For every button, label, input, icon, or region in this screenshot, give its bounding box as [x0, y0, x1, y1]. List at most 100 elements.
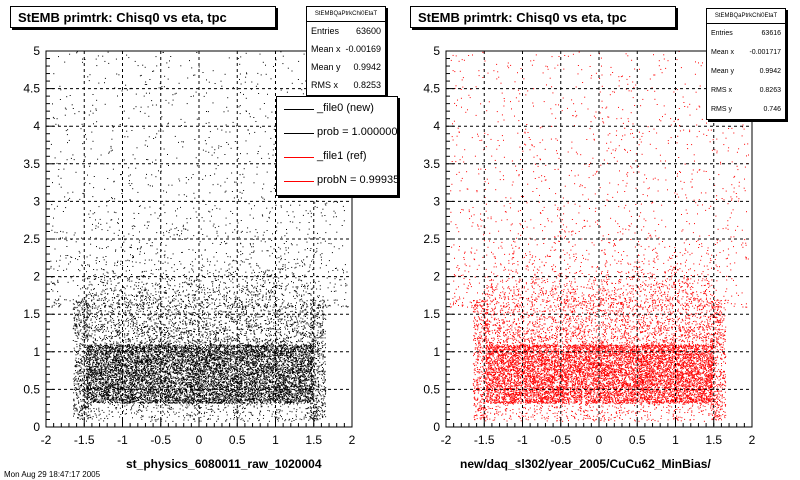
- data-point: [117, 350, 119, 352]
- data-point: [243, 391, 245, 393]
- data-point: [124, 376, 126, 378]
- data-point: [312, 402, 314, 404]
- data-point: [117, 349, 119, 351]
- data-point: [130, 383, 132, 385]
- data-point: [192, 374, 194, 375]
- data-point: [96, 375, 98, 376]
- data-point: [273, 387, 275, 389]
- data-point: [129, 357, 131, 359]
- data-point: [257, 374, 259, 376]
- data-point: [225, 399, 227, 401]
- data-point: [144, 346, 146, 348]
- data-point: [311, 376, 313, 378]
- data-point: [269, 381, 271, 383]
- data-point: [150, 366, 152, 368]
- data-point: [212, 372, 214, 373]
- data-point: [159, 353, 161, 354]
- data-point: [190, 382, 192, 384]
- data-point: [88, 397, 90, 398]
- data-point: [212, 375, 214, 377]
- data-point: [298, 366, 299, 368]
- data-point: [299, 400, 301, 402]
- data-point: [197, 352, 199, 354]
- data-point: [269, 358, 271, 360]
- data-point: [96, 386, 98, 388]
- data-point: [300, 400, 302, 402]
- data-point: [297, 377, 299, 379]
- data-point: [274, 349, 276, 351]
- data-point: [239, 402, 241, 404]
- data-point: [102, 395, 104, 397]
- data-point: [104, 379, 106, 380]
- data-point: [177, 351, 179, 353]
- data-point: [312, 352, 314, 354]
- data-point: [144, 348, 146, 350]
- data-point: [202, 352, 204, 354]
- data-point: [242, 379, 244, 381]
- data-point: [230, 387, 232, 389]
- data-point: [157, 355, 159, 357]
- data-point: [157, 366, 158, 368]
- data-point: [239, 400, 241, 402]
- data-point: [180, 347, 182, 349]
- data-point: [199, 388, 201, 390]
- data-point: [291, 347, 293, 349]
- data-point: [196, 348, 198, 350]
- data-point: [181, 365, 183, 367]
- data-point: [196, 363, 198, 365]
- data-point: [257, 359, 259, 361]
- data-point: [207, 363, 208, 365]
- data-point: [138, 356, 140, 358]
- data-point: [235, 395, 237, 397]
- data-point: [119, 400, 121, 402]
- data-point: [281, 356, 283, 358]
- data-point: [131, 381, 133, 383]
- data-point: [163, 399, 165, 401]
- data-point: [106, 378, 108, 380]
- data-point: [131, 378, 132, 380]
- data-point: [256, 384, 258, 386]
- data-point: [282, 391, 284, 393]
- data-point: [118, 390, 119, 392]
- data-point: [183, 402, 185, 404]
- data-point: [259, 392, 261, 394]
- data-point: [112, 379, 114, 381]
- data-point: [214, 396, 216, 398]
- data-point: [211, 382, 213, 384]
- data-point: [152, 371, 154, 373]
- data-point: [253, 364, 255, 366]
- data-point: [276, 383, 278, 385]
- data-point: [228, 375, 230, 377]
- data-point: [284, 385, 286, 387]
- data-point: [170, 375, 172, 377]
- data-point: [194, 357, 196, 359]
- data-point: [253, 394, 255, 396]
- data-point: [282, 364, 284, 366]
- data-point: [202, 380, 204, 382]
- data-point: [176, 401, 178, 403]
- data-point: [230, 366, 232, 368]
- data-point: [214, 373, 216, 375]
- data-point: [142, 353, 144, 354]
- data-point: [258, 353, 260, 355]
- data-point: [302, 370, 303, 372]
- data-point: [114, 400, 116, 402]
- data-point: [116, 375, 118, 377]
- data-point: [184, 358, 186, 360]
- data-point: [92, 372, 93, 374]
- data-point: [204, 401, 206, 402]
- data-point: [283, 384, 285, 386]
- data-point: [266, 354, 268, 356]
- data-point: [212, 352, 214, 354]
- data-point: [284, 355, 286, 357]
- data-point: [212, 382, 214, 384]
- data-point: [178, 356, 180, 358]
- data-point: [187, 368, 189, 370]
- data-point: [280, 384, 282, 386]
- data-point: [110, 349, 111, 351]
- data-point: [137, 382, 139, 384]
- data-point: [291, 352, 293, 354]
- data-point: [142, 371, 144, 373]
- data-point: [130, 358, 132, 360]
- data-point: [93, 370, 95, 372]
